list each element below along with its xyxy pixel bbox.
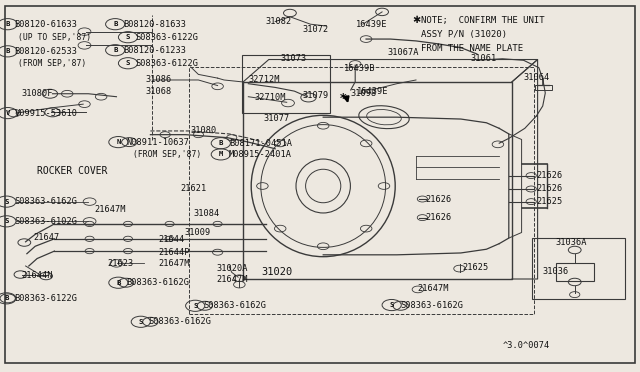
Text: 31036A: 31036A xyxy=(556,238,587,247)
Text: 21644: 21644 xyxy=(159,235,185,244)
Text: (FROM SEP,'87): (FROM SEP,'87) xyxy=(133,150,202,159)
Text: S08363-6162G: S08363-6162G xyxy=(14,197,77,206)
Text: 21647M: 21647M xyxy=(95,205,126,214)
Text: 21626: 21626 xyxy=(536,171,563,180)
Text: S: S xyxy=(4,218,8,224)
Text: B: B xyxy=(6,48,10,54)
Text: S: S xyxy=(193,303,197,309)
Text: FROM THE NAME PLATE: FROM THE NAME PLATE xyxy=(421,44,524,53)
Text: S08363-6162G: S08363-6162G xyxy=(148,317,211,326)
Text: 31080F: 31080F xyxy=(21,89,52,97)
Text: ASSY P/N (31020): ASSY P/N (31020) xyxy=(421,30,507,39)
Text: 31036: 31036 xyxy=(543,267,569,276)
Text: 21626: 21626 xyxy=(426,213,452,222)
Text: V09915-53610: V09915-53610 xyxy=(15,109,77,118)
Text: 21625: 21625 xyxy=(536,197,563,206)
Text: 21644P: 21644P xyxy=(159,248,190,257)
Text: 21644N: 21644N xyxy=(21,271,52,280)
Text: B08363-6162G: B08363-6162G xyxy=(127,278,189,287)
Text: B: B xyxy=(6,21,10,27)
Text: 31020: 31020 xyxy=(261,267,292,277)
Text: (UP TO SEP,'87): (UP TO SEP,'87) xyxy=(18,33,91,42)
Text: S: S xyxy=(139,319,143,325)
Text: 31098: 31098 xyxy=(351,89,377,98)
Text: M08915-2401A: M08915-2401A xyxy=(229,150,292,159)
Text: 31073: 31073 xyxy=(280,54,307,63)
Text: 31079: 31079 xyxy=(302,92,328,100)
Text: 31009: 31009 xyxy=(184,228,211,237)
Text: ^3.0^0074: ^3.0^0074 xyxy=(502,341,550,350)
Text: B08120-62533: B08120-62533 xyxy=(15,47,77,56)
Text: 16439B: 16439B xyxy=(344,64,376,73)
Text: S08363-6102G: S08363-6102G xyxy=(14,217,77,226)
Text: NOTE;  CONFIRM THE UNIT: NOTE; CONFIRM THE UNIT xyxy=(421,16,545,25)
Text: N08911-10637: N08911-10637 xyxy=(127,138,189,147)
Text: S08363-6122G: S08363-6122G xyxy=(136,33,198,42)
Text: B: B xyxy=(116,280,120,286)
Text: B08363-6122G: B08363-6122G xyxy=(14,294,77,303)
Text: B08120-61633: B08120-61633 xyxy=(15,20,77,29)
Text: S: S xyxy=(4,199,8,205)
Text: 31061: 31061 xyxy=(470,54,497,63)
Text: 31072: 31072 xyxy=(302,25,328,33)
Bar xyxy=(189,67,534,314)
Text: S08363-6162G: S08363-6162G xyxy=(400,301,463,310)
Text: 21625: 21625 xyxy=(462,263,488,272)
Text: 31067A: 31067A xyxy=(387,48,419,57)
Text: 32712M: 32712M xyxy=(248,76,280,84)
Text: 21621: 21621 xyxy=(180,185,207,193)
Text: M: M xyxy=(219,151,223,157)
Text: *: * xyxy=(340,92,346,105)
Text: 21623: 21623 xyxy=(108,259,134,268)
Text: B: B xyxy=(113,47,117,53)
Text: (FROM SEP,'87): (FROM SEP,'87) xyxy=(18,60,86,68)
Text: 21647M: 21647M xyxy=(216,275,248,284)
Text: ROCKER COVER: ROCKER COVER xyxy=(37,166,108,176)
Text: ✱: ✱ xyxy=(412,16,420,25)
Bar xyxy=(535,85,552,90)
Text: S: S xyxy=(126,34,130,40)
Bar xyxy=(556,263,594,281)
Text: 21647: 21647 xyxy=(33,233,60,242)
Text: 32710M: 32710M xyxy=(255,93,286,102)
Bar xyxy=(532,238,625,299)
Text: 31080: 31080 xyxy=(191,126,217,135)
Text: 31068: 31068 xyxy=(146,87,172,96)
Text: 31086: 31086 xyxy=(146,76,172,84)
Text: S08363-6122G: S08363-6122G xyxy=(136,59,198,68)
Text: 31064: 31064 xyxy=(524,73,550,82)
Text: B: B xyxy=(4,295,8,301)
Text: 31077: 31077 xyxy=(264,114,290,123)
Text: 21647M: 21647M xyxy=(417,284,449,293)
Text: B08120-61233: B08120-61233 xyxy=(123,46,186,55)
Text: 21626: 21626 xyxy=(426,195,452,203)
Text: N: N xyxy=(116,139,120,145)
Text: S: S xyxy=(390,302,394,308)
Text: 31020A: 31020A xyxy=(216,264,248,273)
Text: B: B xyxy=(219,140,223,146)
Text: 31084: 31084 xyxy=(193,209,220,218)
Text: B: B xyxy=(113,21,117,27)
Text: S08363-6162G: S08363-6162G xyxy=(204,301,266,310)
Text: B08120-81633: B08120-81633 xyxy=(123,20,186,29)
Text: 21626: 21626 xyxy=(536,185,563,193)
Bar xyxy=(242,55,330,113)
Text: 31082: 31082 xyxy=(266,17,292,26)
Text: V: V xyxy=(6,110,10,116)
Text: S: S xyxy=(126,60,130,66)
Text: 16439E: 16439E xyxy=(356,20,387,29)
Text: B08171-0451A: B08171-0451A xyxy=(229,139,292,148)
Text: 21647M: 21647M xyxy=(159,259,190,268)
Text: 16439E: 16439E xyxy=(357,87,388,96)
